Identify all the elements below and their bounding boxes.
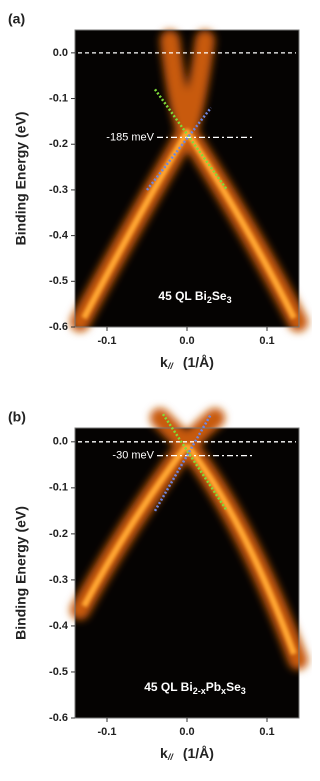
sample-label-part: 3 [241, 686, 246, 696]
x-axis-label-part: (1/Å) [183, 745, 214, 761]
sample-label-part: 2 [207, 295, 212, 305]
x-axis-label-part: // [167, 361, 175, 371]
x-axis-label-part: // [167, 752, 175, 762]
dirac-point-label: -30 meV [112, 450, 154, 462]
y-tick-label: -0.2 [49, 138, 68, 150]
sample-label: 45 QL Bi2-xPbxSe3 [144, 680, 246, 696]
x-tick-label: 0.1 [259, 726, 274, 738]
y-tick-label: -0.4 [49, 620, 69, 632]
y-tick-label: 0.0 [53, 436, 68, 448]
x-axis-label-part: k [160, 354, 168, 370]
panel-label: (b) [8, 409, 26, 425]
x-axis-label: k// (1/Å) [160, 354, 214, 372]
sample-label-part: 45 QL Bi [144, 680, 192, 694]
sample-label-part: x [221, 686, 226, 696]
x-tick-label: 0.0 [179, 726, 194, 738]
dispersion-line [153, 413, 213, 512]
sample-label-part: Pb [206, 680, 221, 694]
dispersion-line [146, 106, 212, 191]
dispersion-line [153, 88, 229, 191]
band-core [81, 443, 297, 656]
dirac-point-label: -185 meV [106, 131, 154, 143]
x-tick-label: 0.1 [259, 335, 274, 347]
panel-label: (a) [8, 11, 25, 27]
sample-label-part: 2-x [193, 686, 206, 696]
y-tick-label: -0.6 [49, 321, 68, 333]
x-axis-label-part: k [160, 745, 168, 761]
y-tick-label: -0.5 [49, 275, 68, 287]
y-tick-label: -0.3 [49, 184, 68, 196]
y-tick-label: -0.1 [49, 92, 68, 104]
sample-label-part: Se [226, 680, 241, 694]
x-axis-label: k// (1/Å) [160, 745, 214, 763]
y-tick-label: -0.1 [49, 482, 68, 494]
y-axis-label: Binding Energy (eV) [13, 112, 29, 246]
sample-label-part: Se [212, 289, 227, 303]
y-tick-label: -0.3 [49, 574, 68, 586]
dispersion-line [161, 413, 229, 512]
sample-label-part: 3 [227, 295, 232, 305]
x-tick-label: -0.1 [98, 726, 117, 738]
figure: (a) 0.0 -0.1 -0.2 -0.3 -0.4 -0.5 -0.6 -0.1 0.0 0.1… [8, 11, 308, 763]
x-tick-label: 0.0 [179, 335, 194, 347]
x-tick-label: -0.1 [98, 335, 117, 347]
y-tick-label: -0.2 [49, 528, 68, 540]
y-axis-label: Binding Energy (eV) [13, 506, 29, 640]
x-axis-label-part: (1/Å) [183, 354, 214, 370]
sample-label: 45 QL Bi2Se3 [158, 289, 231, 305]
y-tick-label: -0.5 [49, 666, 68, 678]
y-tick-label: 0.0 [53, 47, 68, 59]
y-tick-label: -0.4 [49, 230, 69, 242]
sample-label-part: 45 QL Bi [158, 289, 206, 303]
y-tick-label: -0.6 [49, 712, 68, 724]
